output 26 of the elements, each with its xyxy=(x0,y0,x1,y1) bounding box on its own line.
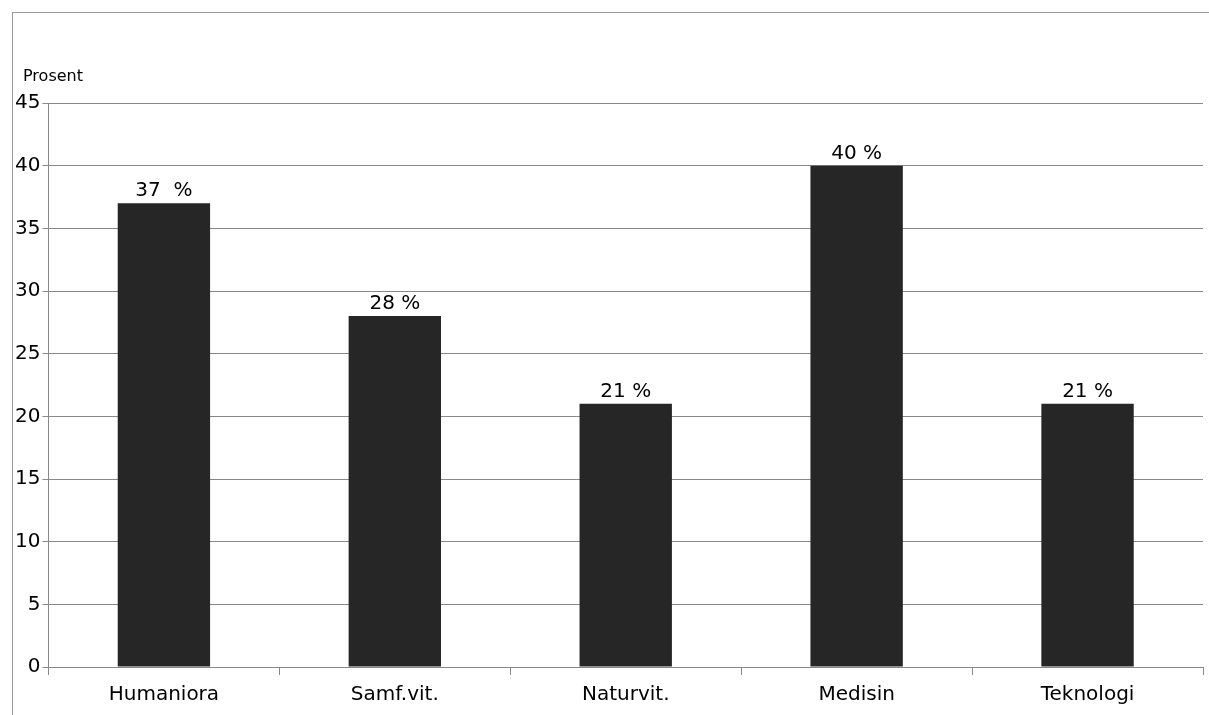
bar xyxy=(810,165,903,667)
y-axis-title: Prosent xyxy=(23,66,83,86)
data-label: 28 % xyxy=(369,290,421,315)
y-tick-label: 30 xyxy=(15,277,41,302)
bar xyxy=(1041,403,1134,667)
y-tick-label: 35 xyxy=(15,214,41,239)
y-tick-label: 20 xyxy=(15,402,41,427)
data-label: 21 % xyxy=(1062,378,1113,402)
bar xyxy=(348,316,441,667)
bar xyxy=(117,203,211,667)
x-tick-label: Medisin xyxy=(818,681,895,706)
x-tick-label: Samf.vit. xyxy=(350,681,439,706)
y-tick-label: 25 xyxy=(15,339,41,364)
data-label: 37 % xyxy=(135,177,193,202)
bar xyxy=(579,403,672,667)
y-tick-label: 5 xyxy=(27,590,41,615)
x-tick-label: Naturvit. xyxy=(581,681,670,706)
data-label: 40 % xyxy=(831,139,883,164)
y-tick-label: 0 xyxy=(27,653,41,678)
y-tick-label: 40 xyxy=(15,151,41,176)
y-tick-label: 15 xyxy=(15,465,41,490)
x-tick-label: Humaniora xyxy=(108,681,220,706)
data-label: 21 % xyxy=(600,378,652,402)
y-tick-label: 10 xyxy=(15,527,41,552)
x-tick-label: Teknologi xyxy=(1039,681,1135,706)
y-tick-label: 45 xyxy=(15,89,41,114)
